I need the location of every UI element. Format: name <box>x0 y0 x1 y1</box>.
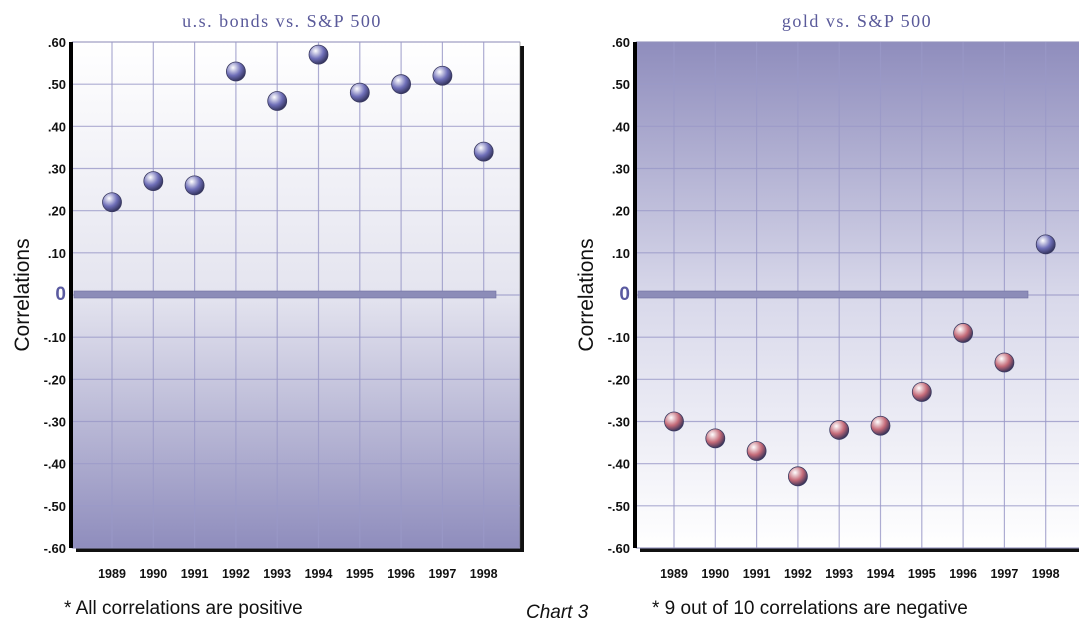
y-tick-label: -.30 <box>608 415 630 430</box>
y-axis-title: Correlations <box>575 238 598 351</box>
y-tick-label: .30 <box>48 162 66 177</box>
data-point <box>102 192 122 213</box>
y-tick-label: .60 <box>48 35 66 50</box>
y-tick-label: 0 <box>619 284 630 305</box>
x-tick-label: 1990 <box>139 567 167 581</box>
data-point <box>829 420 850 440</box>
y-tick-label: -.20 <box>608 372 630 387</box>
y-tick-label: .20 <box>48 204 66 219</box>
data-point <box>1035 234 1056 255</box>
y-tick-label: -.50 <box>608 499 630 514</box>
data-point <box>225 61 246 82</box>
chart-left: .60 .50 .40 .30 .20 .10 0 -.10 -.20 -.30 -.40 -.50 -… <box>11 11 524 581</box>
data-point <box>870 415 891 436</box>
x-tick-label: 1998 <box>1032 567 1060 581</box>
data-point <box>143 171 164 192</box>
data-point <box>787 466 808 487</box>
x-tick-label: 1995 <box>908 567 936 581</box>
x-tick-label: 1989 <box>98 567 126 581</box>
x-tick-label: 1994 <box>305 567 333 581</box>
data-point <box>184 175 205 196</box>
x-tick-label: 1991 <box>181 567 209 581</box>
y-tick-label: -.30 <box>44 415 66 430</box>
y-tick-label: .40 <box>48 119 66 134</box>
chart-title: u.s. bonds vs. S&P 500 <box>182 11 382 31</box>
y-tick-label: 0 <box>55 284 66 305</box>
data-point <box>308 44 329 65</box>
zero-line <box>637 290 1029 299</box>
y-tick-label: .40 <box>612 119 630 134</box>
x-tick-label: 1996 <box>387 567 415 581</box>
y-tick-label: -.10 <box>608 330 630 345</box>
data-point <box>953 323 974 343</box>
data-point <box>994 352 1015 373</box>
y-tick-label: -.50 <box>44 499 66 514</box>
chart-right-note: * 9 out of 10 correlations are negative <box>652 598 968 619</box>
y-axis-line <box>633 42 637 548</box>
x-tick-label: 1990 <box>701 567 729 581</box>
y-tick-label: -.60 <box>44 541 66 556</box>
data-point <box>391 74 412 95</box>
x-tick-label: 1992 <box>222 567 250 581</box>
data-point <box>473 141 494 162</box>
y-tick-label: -.40 <box>608 457 630 472</box>
x-tick-label: 1993 <box>825 567 853 581</box>
y-tick-label: -.40 <box>44 457 66 472</box>
y-tick-label: .30 <box>612 162 630 177</box>
x-tick-label: 1989 <box>660 567 688 581</box>
chart-right: .60 .50 .40 .30 .20 .10 0 -.10 -.20 -.30 -.40 -.50 -… <box>575 11 1079 581</box>
y-tick-label: .20 <box>612 204 630 219</box>
data-point <box>349 82 370 103</box>
y-tick-label: -.10 <box>44 330 66 345</box>
x-tick-label: 1997 <box>428 567 456 581</box>
y-tick-label: .10 <box>48 246 66 261</box>
x-tick-label: 1995 <box>346 567 374 581</box>
chart-title: gold vs. S&P 500 <box>782 11 932 31</box>
chart-left-note: * All correlations are positive <box>64 598 303 619</box>
y-tick-label: -.60 <box>608 541 630 556</box>
x-tick-label: 1992 <box>784 567 812 581</box>
x-tick-label: 1991 <box>743 567 771 581</box>
y-tick-label: .10 <box>612 246 630 261</box>
x-tick-label: 1994 <box>867 567 895 581</box>
zero-line <box>73 290 497 299</box>
data-point <box>267 91 288 111</box>
y-tick-label: .50 <box>612 77 630 92</box>
y-tick-label: -.20 <box>44 372 66 387</box>
data-point <box>746 441 767 461</box>
data-point <box>432 65 453 86</box>
x-tick-label: 1996 <box>949 567 977 581</box>
y-tick-label: .60 <box>612 35 630 50</box>
x-tick-label: 1993 <box>263 567 291 581</box>
data-point <box>705 428 726 449</box>
y-tick-label: .50 <box>48 77 66 92</box>
data-point <box>911 382 932 402</box>
y-axis-title: Correlations <box>11 238 34 351</box>
figure-label: Chart 3 <box>526 602 589 623</box>
y-axis-line <box>69 42 73 548</box>
data-point <box>664 411 684 432</box>
x-tick-label: 1998 <box>470 567 498 581</box>
x-tick-label: 1997 <box>990 567 1018 581</box>
